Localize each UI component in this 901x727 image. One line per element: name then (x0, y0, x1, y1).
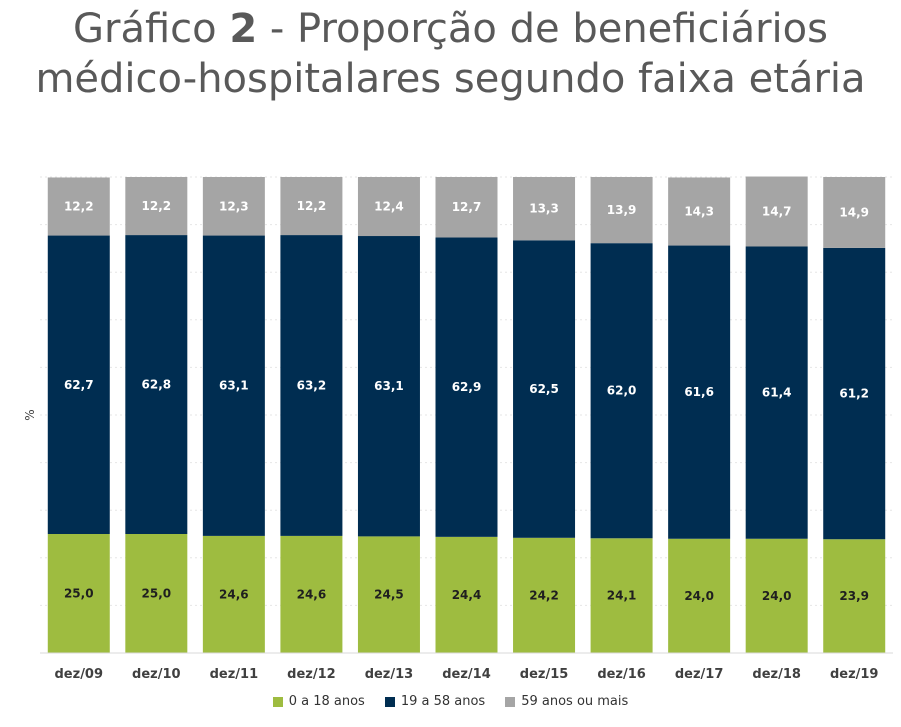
x-tick-label: dez/18 (752, 667, 801, 682)
data-label: 13,3 (529, 202, 559, 216)
data-label: 61,6 (684, 385, 714, 399)
bar-segment-59-plus (435, 177, 498, 238)
data-label: 12,3 (219, 199, 249, 213)
bar-segment-0-18 (202, 535, 265, 653)
stacked-bar-chart: % 25,0 62,7 12,2 dez/09 25,0 62,8 12,2 dez/10 24,… (23, 176, 893, 682)
data-label: 62,8 (142, 378, 172, 392)
bar-segment-0-18 (590, 538, 653, 653)
data-label: 25,0 (142, 587, 172, 601)
data-label: 63,1 (374, 379, 404, 393)
bar-segment-19-58 (590, 243, 653, 539)
bar-segment-59-plus (125, 177, 188, 236)
legend-swatch-0-18 (272, 696, 283, 707)
bar-segment-59-plus (202, 177, 265, 236)
bar-segment-0-18 (125, 534, 188, 653)
bar-segment-0-18 (668, 538, 731, 653)
data-label: 23,9 (839, 589, 869, 603)
data-label: 24,2 (529, 588, 559, 602)
data-label: 25,0 (64, 587, 94, 601)
x-tick-label: dez/17 (675, 667, 724, 682)
legend-item-59-plus: 59 anos ou mais (505, 694, 628, 709)
bar-segment-0-18 (513, 537, 576, 653)
bar-segment-0-18 (280, 535, 343, 653)
data-label: 14,3 (684, 205, 714, 219)
x-tick-label: dez/09 (55, 667, 104, 682)
legend-label-59-plus: 59 anos ou mais (521, 694, 629, 709)
data-label: 62,9 (452, 380, 482, 394)
bar-segment-59-plus (745, 176, 808, 247)
data-label: 12,2 (142, 199, 172, 213)
legend-item-0-18: 0 a 18 anos (272, 694, 365, 709)
data-label: 13,9 (607, 203, 637, 217)
bar-segment-19-58 (47, 235, 110, 534)
title-number: 2 (229, 6, 258, 52)
bar-segment-59-plus (590, 177, 653, 244)
x-tick-label: dez/16 (597, 667, 646, 682)
x-tick-label: dez/10 (132, 667, 181, 682)
bar-segment-59-plus (668, 177, 731, 246)
bar-segment-19-58 (745, 246, 808, 539)
x-tick-label: dez/14 (442, 667, 491, 682)
legend-swatch-19-58 (384, 696, 395, 707)
data-label: 12,4 (374, 200, 404, 214)
bar-segment-59-plus (513, 177, 576, 241)
x-tick-label: dez/12 (287, 667, 336, 682)
chart-title: Gráfico 2 - Proporção de beneficiários m… (0, 4, 901, 104)
data-label: 14,9 (839, 205, 869, 219)
legend-label-19-58: 19 a 58 anos (400, 694, 486, 709)
legend-swatch-59-plus (505, 696, 516, 707)
x-tick-label: dez/13 (365, 667, 414, 682)
data-label: 63,1 (219, 379, 249, 393)
data-label: 62,0 (607, 384, 637, 398)
bar-segment-19-58 (202, 235, 265, 536)
data-label: 63,2 (297, 378, 327, 392)
x-tick-label: dez/11 (210, 667, 259, 682)
legend-label-0-18: 0 a 18 anos (288, 694, 365, 709)
data-label: 12,2 (297, 199, 327, 213)
bar-segment-0-18 (357, 536, 420, 653)
data-label: 24,1 (607, 589, 637, 603)
bar-segment-19-58 (125, 235, 188, 534)
x-tick-label: dez/15 (520, 667, 569, 682)
data-label: 62,5 (529, 382, 559, 396)
data-label: 61,2 (839, 387, 869, 401)
bar-segment-0-18 (435, 536, 498, 653)
bar-segment-59-plus (47, 177, 110, 236)
data-label: 61,4 (762, 386, 792, 400)
legend-item-19-58: 19 a 58 anos (384, 694, 486, 709)
bar-segment-0-18 (47, 534, 110, 653)
bar-segment-19-58 (357, 236, 420, 537)
data-label: 24,0 (762, 589, 792, 603)
bar-segment-19-58 (513, 240, 576, 538)
data-label: 24,0 (684, 589, 714, 603)
bar-segment-19-58 (668, 245, 731, 539)
title-line-2: médico-hospitalares segundo faixa etária (35, 56, 866, 102)
bar-segment-0-18 (745, 538, 808, 653)
bar-segment-59-plus (357, 177, 420, 237)
data-label: 24,5 (374, 588, 404, 602)
data-label: 62,7 (64, 378, 94, 392)
data-label: 24,4 (452, 588, 482, 602)
data-label: 14,7 (762, 205, 792, 219)
title-line-1: Gráfico 2 - Proporção de beneficiários (73, 6, 828, 52)
bar-segment-19-58 (823, 247, 886, 540)
bar-segment-0-18 (823, 539, 886, 653)
data-label: 24,6 (297, 587, 327, 601)
data-label: 24,6 (219, 587, 249, 601)
legend: 0 a 18 anos 19 a 58 anos 59 anos ou mais (0, 694, 901, 709)
y-axis-label: % (23, 409, 37, 420)
bar-segment-59-plus (823, 177, 886, 248)
bar-segment-19-58 (435, 237, 498, 537)
data-label: 12,7 (452, 200, 482, 214)
x-tick-label: dez/19 (830, 667, 879, 682)
bar-segment-19-58 (280, 235, 343, 536)
data-label: 12,2 (64, 200, 94, 214)
bar-segment-59-plus (280, 177, 343, 236)
